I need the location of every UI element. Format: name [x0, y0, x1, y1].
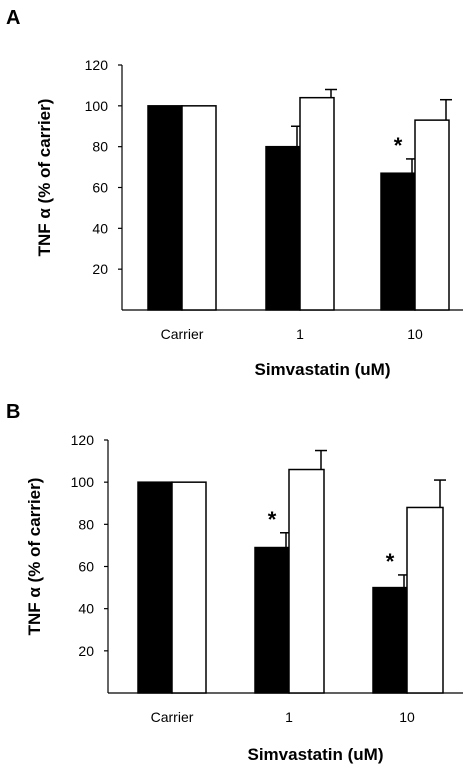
bar: [288, 468, 325, 694]
bar: [406, 506, 444, 694]
bar: [372, 586, 408, 694]
panel-b: B 20 40 60 80 100 120 TNF α (% of carrier) Carri…: [6, 401, 463, 764]
bar: [137, 481, 173, 694]
y-axis-title: TNF α (% of carrier): [25, 478, 44, 636]
x-tick-label: 1: [296, 326, 304, 342]
x-axis-title: Simvastatin (uM): [247, 745, 383, 764]
bar: [147, 105, 183, 311]
significance-marker: *: [394, 133, 403, 158]
y-tick-label: 100: [71, 474, 95, 490]
y-tick-label: 20: [92, 261, 108, 277]
bar: [171, 481, 207, 694]
bar: [299, 96, 335, 311]
y-tick-label: 60: [92, 180, 108, 196]
panel-letter: A: [6, 7, 20, 29]
bar: [380, 172, 416, 311]
y-tick-label: 40: [92, 220, 108, 236]
bar: [254, 546, 290, 694]
y-axis-title: TNF α (% of carrier): [35, 99, 54, 257]
x-tick-label: 10: [399, 709, 415, 725]
bar: [414, 119, 450, 311]
x-tick-label: 10: [407, 326, 423, 342]
panel-letter: B: [6, 401, 20, 423]
x-tick-label: 1: [285, 709, 293, 725]
x-tick-label: Carrier: [161, 326, 204, 342]
x-tick-label: Carrier: [151, 709, 194, 725]
bar: [265, 145, 301, 311]
x-axis-title: Simvastatin (uM): [254, 360, 390, 379]
y-tick-label: 80: [92, 139, 108, 155]
y-tick-label: 80: [78, 516, 94, 532]
y-tick-label: 60: [78, 559, 94, 575]
y-tick-label: 40: [78, 601, 94, 617]
y-tick-label: 120: [85, 57, 109, 73]
y-tick-label: 20: [78, 643, 94, 659]
y-tick-label: 120: [71, 432, 95, 448]
significance-marker: *: [386, 549, 395, 574]
bar: [181, 105, 217, 311]
significance-marker: *: [268, 507, 277, 532]
y-tick-label: 100: [85, 98, 109, 114]
panel-a: A 20 40 60 80 100 120 TNF α (% of carrier) Carri…: [6, 7, 463, 379]
